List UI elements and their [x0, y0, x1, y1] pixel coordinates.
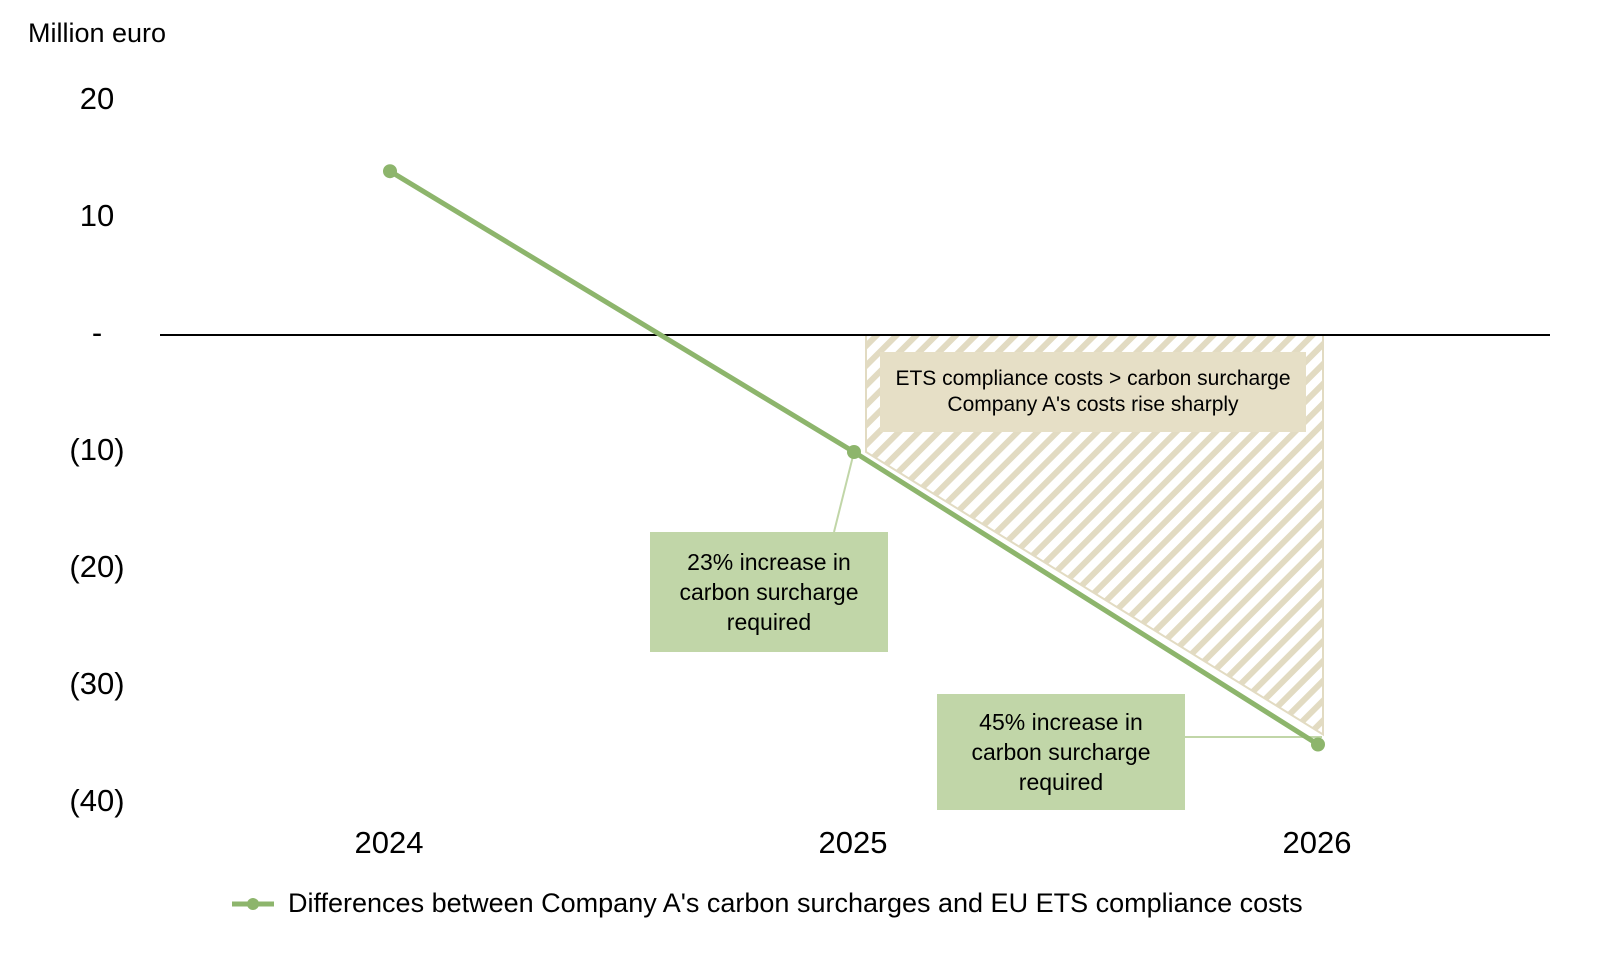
callout-2026-line-3: required: [1018, 769, 1104, 795]
x-tick-label: 2025: [819, 825, 888, 860]
legend-line-marker-icon: [232, 897, 274, 910]
shaded-region-annotation-line-2: Company A's costs rise sharply: [947, 393, 1239, 416]
x-tick-label: 2024: [355, 825, 424, 860]
callout-2025-line-3: required: [726, 609, 812, 635]
legend: Differences between Company A's carbon s…: [232, 888, 1303, 919]
y-tick-label: (10): [69, 432, 124, 467]
y-tick-label: 10: [80, 198, 114, 233]
callout-2026: 45% increase in carbon surcharge require…: [937, 694, 1185, 810]
callout-2026-line-2: carbon surcharge: [971, 739, 1151, 765]
shaded-region-annotation-line-1: ETS compliance costs > carbon surcharge: [895, 367, 1291, 390]
shaded-region-annotation: ETS compliance costs > carbon surcharge …: [880, 352, 1306, 432]
callout-2026-line-1: 45% increase in: [979, 709, 1143, 735]
data-point: [1311, 737, 1325, 752]
y-tick-label: (30): [69, 666, 124, 701]
y-axis-unit-label: Million euro: [28, 18, 167, 48]
x-tick-label: 2026: [1283, 825, 1352, 860]
data-point: [383, 164, 397, 179]
callout-2025-leader: [833, 451, 855, 533]
callout-2025-line-1: 23% increase in: [687, 549, 851, 575]
callout-2025-line-2: carbon surcharge: [679, 579, 859, 605]
legend-series-label: Differences between Company A's carbon s…: [288, 888, 1303, 918]
y-tick-label: (20): [69, 549, 124, 584]
y-tick-label: (40): [69, 783, 124, 818]
data-point: [847, 445, 861, 459]
y-tick-label: 20: [80, 81, 114, 116]
callout-2025: 23% increase in carbon surcharge require…: [650, 532, 888, 652]
y-tick-label: -: [92, 315, 102, 350]
